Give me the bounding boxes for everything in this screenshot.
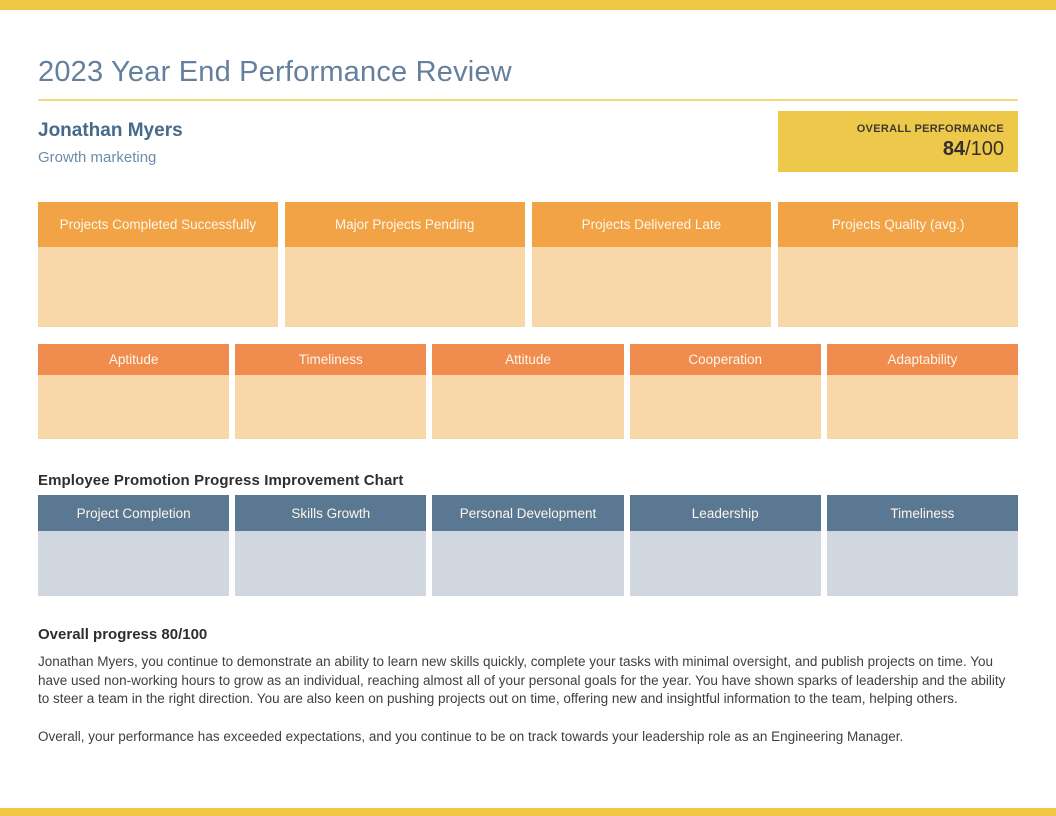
promotion-card-personal-development: Personal Development bbox=[432, 495, 624, 596]
summary-paragraph-2: Overall, your performance has exceeded e… bbox=[38, 728, 904, 744]
employee-name: Jonathan Myers bbox=[38, 120, 183, 141]
summary-paragraph-1: Jonathan Myers, you continue to demonstr… bbox=[38, 654, 1006, 707]
project-stats-row: Projects Completed Successfully Major Pr… bbox=[38, 202, 1018, 327]
promotion-card-header: Leadership bbox=[629, 495, 821, 531]
overall-performance-label: OVERALL PERFORMANCE bbox=[856, 123, 1004, 135]
trait-card-header: Adaptability bbox=[826, 344, 1019, 375]
stat-card-major-projects-pending: Major Projects Pending bbox=[284, 202, 525, 327]
promotion-card-body bbox=[629, 531, 821, 596]
trait-card-aptitude: Aptitude bbox=[38, 344, 230, 439]
employee-role: Growth marketing bbox=[38, 149, 157, 166]
stat-card-header: Projects Completed Successfully bbox=[38, 202, 278, 247]
summary-heading: Overall progress 80/100 bbox=[38, 626, 208, 643]
stat-card-body bbox=[38, 247, 278, 327]
trait-card-attitude: Attitude bbox=[432, 344, 624, 439]
trait-card-body bbox=[432, 375, 624, 439]
trait-card-adaptability: Adaptability bbox=[826, 344, 1019, 439]
promotion-chart-heading: Employee Promotion Progress Improvement … bbox=[38, 472, 404, 489]
trait-card-body bbox=[38, 375, 230, 439]
report-content: 2023 Year End Performance Review Jonatha… bbox=[0, 56, 1056, 746]
promotion-card-header: Timeliness bbox=[826, 495, 1019, 531]
trait-card-body bbox=[235, 375, 427, 439]
trait-card-cooperation: Cooperation bbox=[629, 344, 821, 439]
overall-performance-score: 84/100 bbox=[778, 138, 1004, 161]
top-accent-bar bbox=[0, 0, 1056, 10]
performance-score-denominator: /100 bbox=[965, 138, 1004, 160]
stat-card-header: Projects Quality (avg.) bbox=[778, 202, 1018, 247]
title-divider bbox=[38, 99, 1018, 101]
overall-performance-badge: OVERALL PERFORMANCE 84/100 bbox=[778, 111, 1018, 172]
stat-card-header: Major Projects Pending bbox=[284, 202, 525, 247]
promotion-card-body bbox=[235, 531, 427, 596]
employee-info: Jonathan Myers Growth marketing bbox=[38, 111, 183, 166]
trait-card-header: Attitude bbox=[432, 344, 624, 375]
promotion-card-header: Personal Development bbox=[432, 495, 624, 531]
trait-card-header: Cooperation bbox=[629, 344, 821, 375]
trait-stats-row: Aptitude Timeliness Attitude Cooperation… bbox=[38, 344, 1019, 439]
stat-card-projects-completed: Projects Completed Successfully bbox=[38, 202, 278, 327]
trait-card-header: Aptitude bbox=[38, 344, 230, 375]
stat-card-projects-quality: Projects Quality (avg.) bbox=[778, 202, 1018, 327]
stat-card-projects-delivered-late: Projects Delivered Late bbox=[531, 202, 772, 327]
promotion-card-skills-growth: Skills Growth bbox=[235, 495, 427, 596]
stat-card-body bbox=[778, 247, 1018, 327]
bottom-accent-bar bbox=[0, 808, 1056, 816]
trait-card-header: Timeliness bbox=[235, 344, 427, 375]
stat-card-header: Projects Delivered Late bbox=[531, 202, 772, 247]
stat-card-body bbox=[284, 247, 525, 327]
promotion-card-body bbox=[38, 531, 230, 596]
page-title: 2023 Year End Performance Review bbox=[38, 56, 512, 88]
performance-score-value: 84 bbox=[942, 138, 966, 160]
promotion-card-timeliness: Timeliness bbox=[826, 495, 1019, 596]
promotion-card-project-completion: Project Completion bbox=[38, 495, 230, 596]
promotion-card-header: Skills Growth bbox=[235, 495, 427, 531]
trait-card-body bbox=[629, 375, 821, 439]
trait-card-body bbox=[826, 375, 1019, 439]
promotion-card-leadership: Leadership bbox=[629, 495, 821, 596]
stat-card-body bbox=[531, 247, 772, 327]
promotion-card-body bbox=[826, 531, 1019, 596]
trait-card-timeliness: Timeliness bbox=[235, 344, 427, 439]
promotion-card-header: Project Completion bbox=[38, 495, 230, 531]
promotion-chart-row: Project Completion Skills Growth Persona… bbox=[38, 495, 1019, 596]
employee-header-row: Jonathan Myers Growth marketing OVERALL … bbox=[38, 111, 1018, 172]
promotion-card-body bbox=[432, 531, 624, 596]
